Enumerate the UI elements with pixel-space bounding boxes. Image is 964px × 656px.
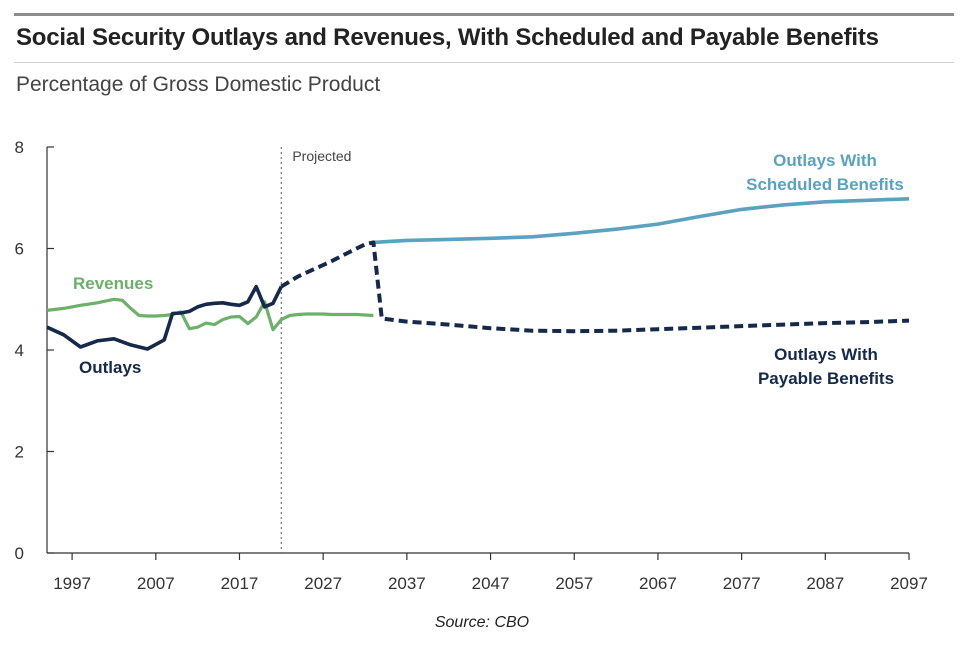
scheduled-benefits-line [373, 197, 910, 245]
chart-title: Social Security Outlays and Revenues, Wi… [16, 24, 879, 51]
x-tick-label: 2007 [137, 574, 175, 593]
y-tick-label: 0 [15, 544, 24, 563]
title-rule [14, 62, 954, 63]
revenues-label: Revenues [73, 274, 153, 293]
x-tick-label: 1997 [53, 574, 91, 593]
y-tick-label: 2 [15, 443, 24, 462]
top-rule [14, 13, 954, 16]
payable-benefits-label-line1: Outlays With [774, 345, 878, 364]
scheduled-benefits-label-line1: Outlays With [773, 151, 877, 170]
outlays-label: Outlays [79, 358, 141, 377]
payable-benefits-line [280, 240, 910, 334]
axes: 0 2 4 6 8 1997 2007 2017 2027 2037 2047 2057 2067 207… [15, 138, 928, 593]
x-tick-label: 2057 [555, 574, 593, 593]
x-tick-label: 2097 [890, 574, 928, 593]
x-tick-label: 2087 [806, 574, 844, 593]
y-tick-label: 6 [15, 240, 24, 259]
x-tick-label: 2047 [472, 574, 510, 593]
y-tick-label: 4 [15, 341, 24, 360]
x-tick-label: 2077 [723, 574, 761, 593]
revenues-line [46, 297, 374, 332]
series-labels: Revenues Outlays Outlays With Scheduled Ben… [73, 151, 904, 388]
x-tick-label: 2027 [304, 574, 342, 593]
series-layer [46, 197, 910, 351]
x-tick-label: 2037 [388, 574, 426, 593]
scheduled-benefits-label-line2: Scheduled Benefits [746, 175, 904, 194]
outlays-line [46, 284, 283, 351]
y-tick-label: 8 [15, 138, 24, 157]
source-note: Source: CBO [434, 614, 530, 631]
projection-marker: Projected [280, 147, 351, 553]
x-tick-label: 2067 [639, 574, 677, 593]
x-tick-label: 2017 [221, 574, 259, 593]
payable-benefits-label-line2: Payable Benefits [758, 369, 894, 388]
chart-subtitle: Percentage of Gross Domestic Product [16, 73, 381, 96]
projection-label: Projected [292, 148, 351, 164]
